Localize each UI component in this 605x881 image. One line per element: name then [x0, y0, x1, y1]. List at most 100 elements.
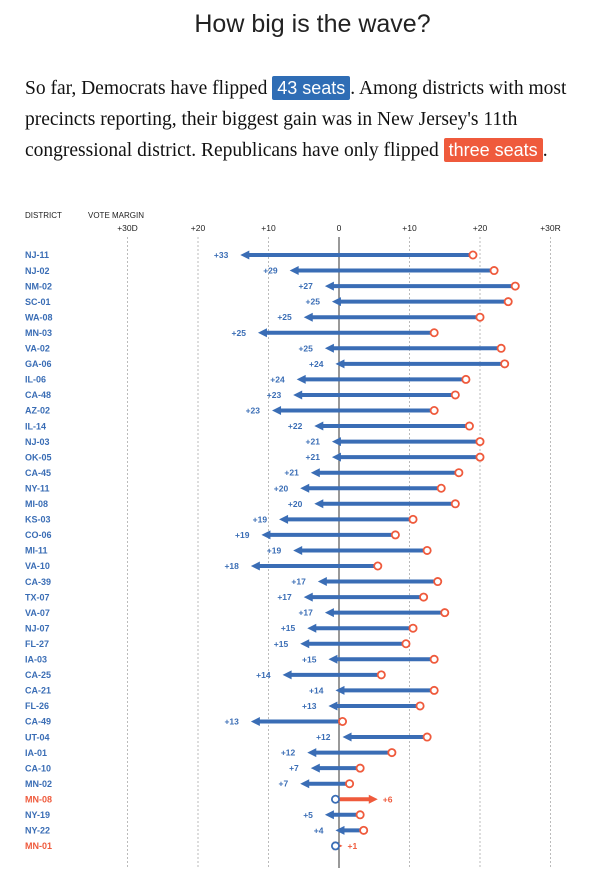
margin-change-label: +15 [274, 639, 289, 649]
previous-margin-dot [461, 374, 471, 384]
district-label: VA-07 [25, 608, 50, 618]
margin-change-label: +23 [267, 390, 282, 400]
margin-change-label: +21 [306, 437, 321, 447]
district-label: MN-02 [25, 779, 52, 789]
previous-margin-dot [436, 483, 446, 493]
district-label: CA-39 [25, 577, 51, 587]
previous-margin-dot [355, 810, 365, 820]
x-tick-label: +20 [473, 223, 488, 233]
district-row: NJ-07 +15 [25, 623, 418, 633]
previous-margin-dot [450, 499, 460, 509]
district-label: CA-45 [25, 468, 51, 478]
previous-margin-dot [464, 421, 474, 431]
margin-change-label: +13 [224, 717, 239, 727]
district-label: NJ-11 [25, 250, 49, 260]
margin-change-label: +23 [246, 406, 261, 416]
district-label: NY-22 [25, 826, 50, 836]
district-label: NM-02 [25, 281, 52, 291]
arrow-head [250, 717, 260, 726]
district-label: NJ-02 [25, 266, 50, 276]
previous-margin-dot [355, 763, 365, 773]
arrow-head [324, 608, 334, 618]
arrow-head [307, 748, 317, 758]
district-row: GA-06 +24 [25, 359, 510, 369]
x-tick-label: +20 [191, 223, 206, 233]
district-label: AZ-02 [25, 406, 50, 416]
district-label: CA-10 [25, 763, 51, 773]
district-row: CA-49 +13 [25, 717, 348, 727]
previous-margin-dot [510, 281, 520, 291]
arrow-head [250, 561, 260, 571]
district-label: CO-06 [25, 530, 52, 540]
district-row: NY-11 +20 [25, 483, 446, 493]
margin-change-label: +24 [270, 374, 285, 384]
x-tick-label: +10 [402, 223, 417, 233]
district-label: TX-07 [25, 592, 50, 602]
margin-change-label: +4 [314, 825, 324, 835]
arrow-head [335, 825, 345, 835]
arrow-head [324, 281, 334, 291]
district-row: CA-45 +21 [25, 468, 464, 478]
district-row: FL-26 +13 [25, 701, 425, 711]
previous-margin-dot [450, 390, 460, 400]
previous-margin-dot [419, 592, 429, 602]
previous-margin-dot [345, 779, 355, 789]
district-row: OK-05 +21 [25, 452, 485, 462]
previous-margin-dot [475, 437, 485, 447]
margin-change-label: +20 [274, 483, 289, 493]
previous-margin-dot [475, 312, 485, 322]
previous-margin-dot [468, 250, 478, 260]
margin-change-label: +6 [383, 794, 393, 804]
previous-margin-dot [387, 748, 397, 758]
margin-change-label: +12 [316, 732, 331, 742]
district-row: MN-01 +1 [25, 841, 357, 851]
arrow-head [282, 670, 292, 680]
district-label: NJ-03 [25, 437, 50, 447]
previous-margin-dot [454, 468, 464, 478]
district-row: CA-39 +17 [25, 577, 443, 587]
district-label: CA-21 [25, 686, 51, 696]
arrow-head [368, 794, 378, 804]
arrow-head [324, 810, 334, 820]
district-row: WA-08 +25 [25, 312, 485, 322]
arrow-head [331, 437, 341, 447]
arrow-head [257, 328, 267, 338]
district-row: CA-25 +14 [25, 670, 386, 680]
district-row: MN-08 +6 [25, 794, 393, 804]
district-row: VA-10 +18 [25, 561, 383, 571]
gridlines [127, 237, 551, 868]
arrow-head [314, 499, 324, 509]
district-label: NJ-07 [25, 623, 50, 633]
arrow-head [324, 343, 334, 353]
vote-margin-column-header: VOTE MARGIN [88, 211, 144, 220]
margin-change-label: +21 [306, 452, 321, 462]
district-row: NJ-11 +33 [25, 250, 478, 260]
district-row: MN-02 +7 [25, 779, 355, 789]
district-row: KS-03 +19 [25, 514, 418, 525]
margin-change-label: +15 [302, 654, 317, 664]
district-row: MI-08 +20 [25, 499, 460, 509]
arrow-head [300, 483, 310, 493]
district-label: WA-08 [25, 312, 53, 322]
previous-margin-dot [429, 405, 439, 415]
district-rows: NJ-11 +33 NJ-02 +29 NM-02 +27 SC-01 +25 WA-08 +25… [25, 250, 520, 851]
margin-change-label: +14 [256, 670, 271, 680]
previous-margin-dot [440, 608, 450, 618]
margin-change-label: +14 [309, 685, 324, 695]
margin-change-label: +1 [348, 841, 358, 851]
district-row: MN-03 +25 [25, 328, 439, 338]
district-label: MN-03 [25, 328, 52, 338]
arrow-head [300, 639, 310, 649]
previous-margin-dot [503, 297, 513, 307]
margin-change-label: +19 [235, 530, 250, 540]
arrow-head [293, 545, 303, 555]
district-label: MN-01 [25, 841, 52, 851]
district-label: CA-48 [25, 390, 51, 400]
previous-margin-dot [475, 452, 485, 462]
district-row: CA-21 +14 [25, 685, 439, 696]
arrow-head [310, 763, 320, 773]
x-axis-ticks: +30D +20 +10 0 +10 +20 +30R [117, 223, 561, 233]
district-row: CO-06 +19 [25, 530, 400, 540]
arrow-head [300, 779, 310, 789]
arrow-head [289, 266, 299, 276]
